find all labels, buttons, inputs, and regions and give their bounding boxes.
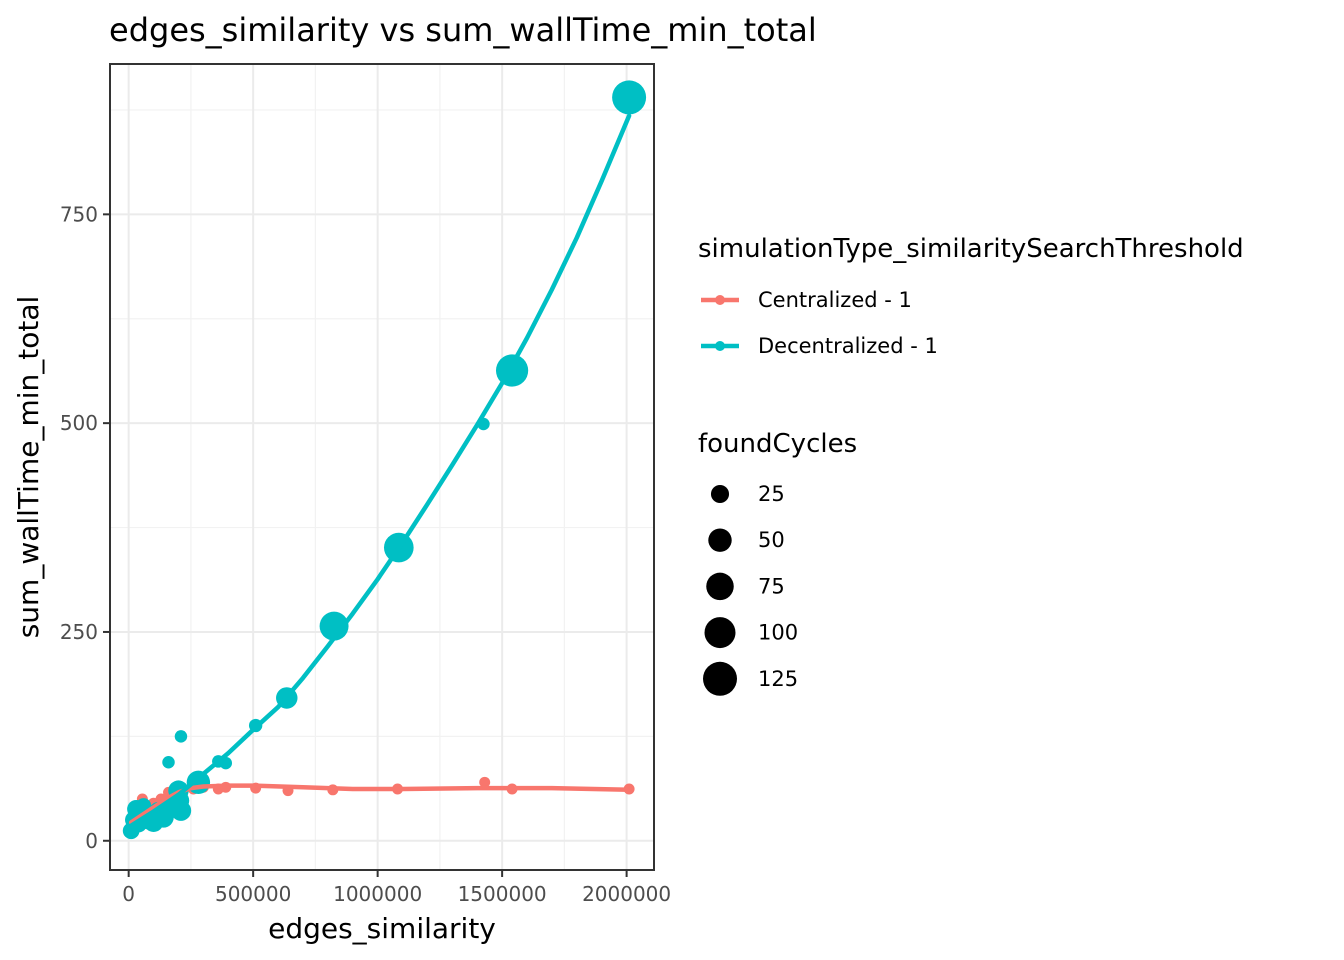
y-tick-label: 750: [60, 202, 98, 226]
plot-panel: [109, 63, 655, 871]
series: [122, 80, 647, 840]
y-axis: 0 250 500 750: [60, 202, 110, 853]
legend-color-title: simulationType_similaritySearchThreshold: [698, 234, 1244, 264]
data-point: [170, 800, 192, 821]
y-tick-label: 500: [60, 411, 98, 435]
x-tick-label: 0: [122, 882, 135, 906]
data-point: [162, 756, 175, 769]
legend-size-label: 25: [758, 482, 785, 506]
legend-size-entries: 25 50 75 100 125: [703, 482, 798, 696]
data-point: [174, 730, 188, 743]
legend-size-key: [708, 528, 732, 552]
legend-size-label: 125: [758, 667, 798, 691]
data-point: [319, 611, 349, 641]
legend-size-label: 100: [758, 621, 798, 645]
legend-color-entries: Centralized - 1 Decentralized - 1: [701, 288, 938, 358]
legend-label: Decentralized - 1: [758, 334, 938, 358]
x-tick-label: 1000000: [333, 882, 422, 906]
legend-key-point: [715, 341, 725, 351]
legend-size-key: [703, 661, 737, 696]
x-axis: 0 500000 1000000 1500000 2000000: [122, 870, 671, 906]
legend-size-label: 75: [758, 574, 785, 598]
data-point: [479, 776, 491, 788]
legend-size-key: [704, 617, 736, 649]
y-tick-label: 0: [85, 829, 98, 853]
data-point: [612, 80, 647, 115]
legend-label: Centralized - 1: [758, 288, 912, 312]
trend-line: [128, 113, 632, 828]
panel-border: [109, 63, 655, 871]
x-tick-label: 2000000: [582, 882, 671, 906]
y-tick-label: 250: [60, 620, 98, 644]
x-tick-label: 500000: [215, 882, 291, 906]
legend-key-decentralized: [701, 341, 739, 351]
trend-decentralized: [128, 113, 632, 828]
trend-centralized: [128, 783, 632, 825]
legend-size-key: [706, 572, 734, 601]
legend: simulationType_similaritySearchThreshold…: [698, 234, 1244, 696]
legend-key-centralized: [701, 295, 739, 305]
y-axis-title: sum_wallTime_min_total: [12, 296, 45, 639]
panel-background: [110, 64, 654, 870]
chart-title: edges_similarity vs sum_wallTime_min_tot…: [109, 11, 817, 49]
legend-key-point: [715, 295, 725, 305]
x-axis-title: edges_similarity: [268, 912, 496, 945]
trend-line: [128, 783, 632, 825]
legend-size-key: [710, 484, 730, 504]
legend-size-label: 50: [758, 528, 785, 552]
grid: [110, 64, 654, 870]
x-tick-label: 1500000: [458, 882, 547, 906]
legend-size-title: foundCycles: [698, 429, 857, 459]
